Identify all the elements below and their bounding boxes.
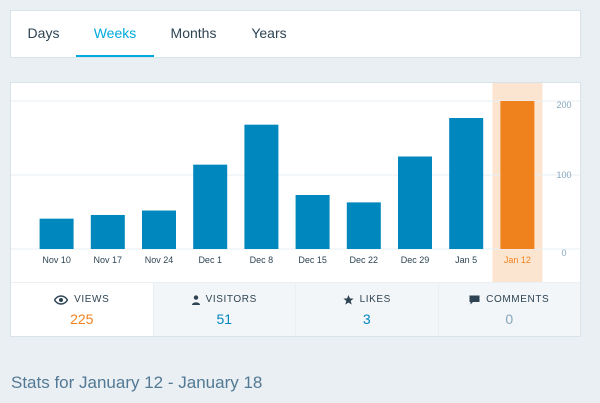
y-tick-label: 200 (556, 100, 571, 110)
stat-label-views: VIEWS (74, 294, 110, 305)
bar (142, 210, 176, 249)
y-tick-label: 100 (556, 170, 571, 180)
stat-label-visitors: VISITORS (205, 294, 257, 305)
chart-svg: 0 100 200 Nov 10 Nov 17 Nov 24 Dec 1 Dec 8 Dec 1… (11, 83, 580, 282)
bar (398, 156, 432, 249)
bar (449, 118, 484, 249)
x-tick-label: Jan 12 (504, 255, 531, 265)
tab-years[interactable]: Years (251, 25, 287, 41)
bar (346, 202, 381, 249)
x-tick-label: Dec 29 (401, 255, 430, 265)
eye-icon (54, 294, 69, 305)
bar-chart: 0 100 200 Nov 10 Nov 17 Nov 24 Dec 1 Dec 8 Dec 1… (11, 83, 580, 282)
bar (193, 164, 228, 249)
bar (39, 218, 74, 249)
stat-tabs: VIEWS 225 VISITORS 51 LIKES 3 (11, 282, 580, 336)
y-tick-label: 0 (561, 248, 566, 258)
bar (90, 214, 125, 249)
stat-label-likes: LIKES (359, 294, 391, 305)
stat-tab-comments[interactable]: COMMENTS 0 (437, 283, 580, 336)
stat-tab-visitors[interactable]: VISITORS 51 (152, 283, 295, 336)
tab-months[interactable]: Months (170, 25, 217, 41)
stats-chart-card: 0 100 200 Nov 10 Nov 17 Nov 24 Dec 1 Dec 8 Dec 1… (11, 83, 580, 336)
x-tick-label: Dec 22 (350, 255, 379, 265)
x-tick-label: Jan 5 (455, 255, 477, 265)
x-tick-label: Nov 10 (42, 255, 71, 265)
stat-label-comments: COMMENTS (486, 294, 550, 305)
x-tick-label: Dec 1 (198, 255, 222, 265)
period-tabs: Days Weeks Months Years (11, 11, 580, 57)
star-icon (342, 294, 354, 305)
tab-days[interactable]: Days (27, 25, 60, 41)
tab-weeks[interactable]: Weeks (76, 11, 154, 57)
person-icon (191, 294, 200, 305)
stat-value-visitors: 51 (216, 311, 233, 327)
stat-tab-likes[interactable]: LIKES 3 (295, 283, 438, 336)
stat-value-views: 225 (70, 311, 94, 327)
stat-value-likes: 3 (362, 311, 371, 327)
stats-heading: Stats for January 12 - January 18 (11, 373, 263, 392)
stat-tab-views[interactable]: VIEWS 225 (11, 283, 153, 336)
bar (244, 124, 279, 249)
x-tick-label: Dec 15 (298, 255, 327, 265)
x-tick-label: Nov 24 (145, 255, 174, 265)
bar (295, 194, 330, 249)
comment-icon (469, 295, 480, 304)
stat-value-comments: 0 (505, 311, 514, 327)
bar-highlighted (500, 101, 535, 249)
x-tick-label: Nov 17 (94, 255, 123, 265)
x-tick-label: Dec 8 (250, 255, 274, 265)
